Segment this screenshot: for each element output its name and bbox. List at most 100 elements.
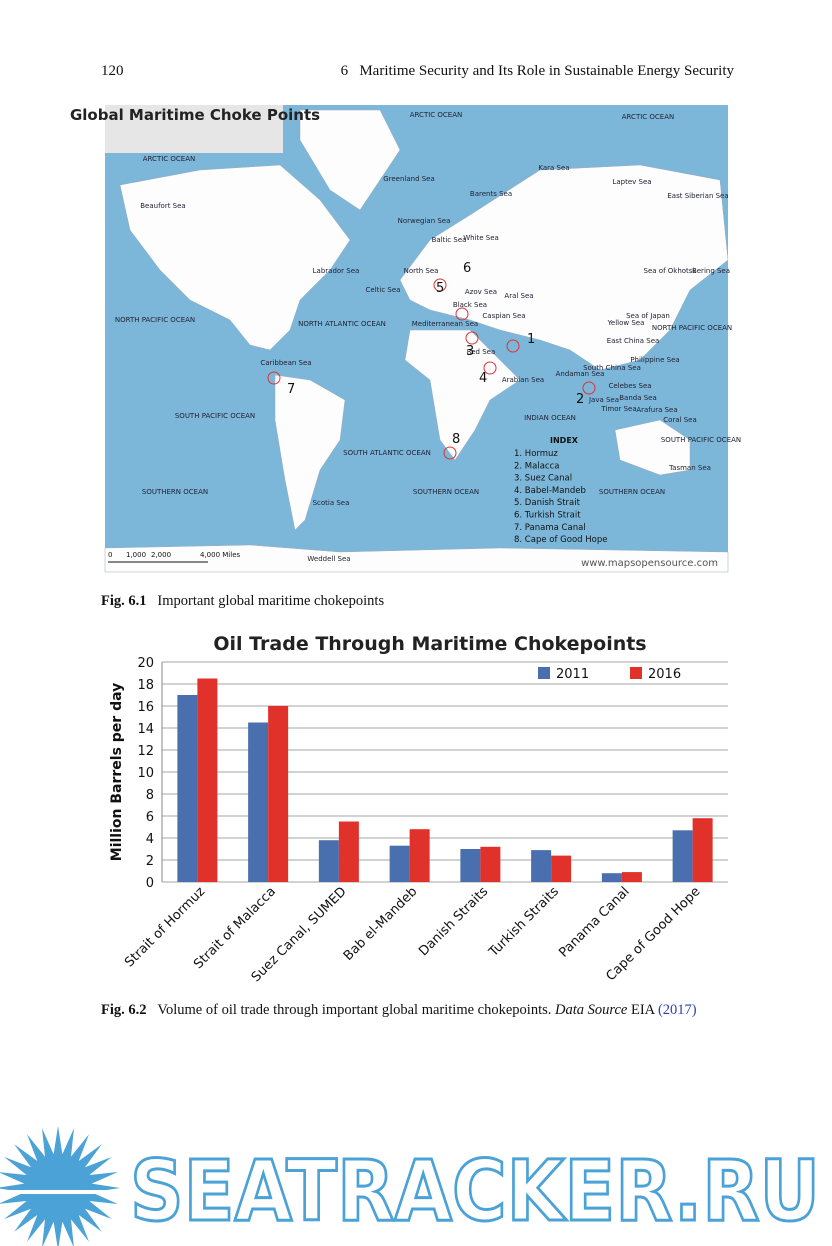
map-label: White Sea: [463, 234, 499, 242]
index-item: 5. Danish Strait: [514, 498, 581, 508]
chokepoint: [443, 446, 457, 460]
map-label: East China Sea: [607, 337, 660, 345]
map-label: Caspian Sea: [482, 312, 525, 320]
caption-source-label: Data Source: [555, 1002, 628, 1018]
scale-label: 4,000 Miles: [200, 551, 241, 559]
map-label: Yellow Sea: [607, 319, 645, 327]
index-item: 4. Babel-Mandeb: [514, 486, 586, 496]
y-tick-label: 20: [137, 656, 154, 671]
index-item: 7. Panama Canal: [514, 523, 586, 533]
legend-label: 2011: [556, 667, 589, 682]
chart: Oil Trade Through Maritime Chokepoints Mi…: [109, 633, 728, 985]
chokepoint: [465, 331, 479, 345]
y-tick-label: 18: [137, 678, 154, 693]
y-tick-label: 10: [137, 766, 154, 781]
map-title-box: [105, 105, 283, 153]
map-label: Arafura Sea: [636, 406, 677, 414]
map-label: NORTH ATLANTIC OCEAN: [298, 320, 386, 328]
chokepoint-number: 8: [452, 432, 460, 447]
x-tick-label: Danish Straits: [416, 884, 491, 959]
map-label: Black Sea: [453, 301, 487, 309]
caption-text: Important global maritime chokepoints: [157, 593, 385, 609]
caption-year: (2017): [657, 1002, 697, 1018]
map-label: Kara Sea: [538, 164, 569, 172]
map-label: Java Sea: [588, 396, 619, 404]
chokepoint-number: 1: [527, 332, 535, 347]
watermark-text: SEATRACKER.RU: [130, 1142, 820, 1240]
index-item: 2. Malacca: [514, 461, 559, 471]
map-label: SOUTHERN OCEAN: [599, 488, 665, 496]
bar: [692, 818, 713, 882]
map-label: SOUTH ATLANTIC OCEAN: [343, 449, 431, 457]
map-label: Scotia Sea: [313, 499, 350, 507]
bar: [460, 849, 481, 882]
watermark-sun: [0, 1126, 125, 1246]
y-tick-label: 2: [146, 854, 154, 869]
bar: [672, 830, 693, 882]
sun-cut: [0, 1190, 125, 1194]
y-tick-label: 4: [146, 832, 154, 847]
bar: [268, 706, 289, 882]
map-label: Arabian Sea: [502, 376, 544, 384]
map-label: ARCTIC OCEAN: [410, 111, 463, 119]
y-axis-label: Million Barrels per day: [109, 683, 125, 861]
scale-label: 1,000: [126, 551, 146, 559]
y-tick-label: 6: [146, 810, 154, 825]
x-tick-label: Panama Canal: [556, 884, 632, 960]
map-label: Labrador Sea: [313, 267, 360, 275]
map-label: Timor Sea: [600, 405, 636, 413]
chokepoint-number: 6: [463, 261, 471, 276]
x-tick-label: Turkish Straits: [486, 884, 563, 961]
y-tick-label: 0: [146, 876, 154, 891]
bar: [409, 829, 430, 882]
map-label: Laptev Sea: [612, 178, 651, 186]
map-label: NORTH PACIFIC OCEAN: [115, 316, 195, 324]
map-label: Mediterranean Sea: [412, 320, 478, 328]
map-label: ARCTIC OCEAN: [622, 113, 675, 121]
y-tick-label: 8: [146, 788, 154, 803]
map-label: Celebes Sea: [608, 382, 651, 390]
running-title: 6 Maritime Security and Its Role in Sust…: [340, 63, 734, 79]
map-label: SOUTHERN OCEAN: [142, 488, 208, 496]
map-label: Andaman Sea: [556, 370, 605, 378]
map-label: East Siberian Sea: [667, 192, 728, 200]
map-label: ARCTIC OCEAN: [143, 155, 196, 163]
bar: [318, 840, 339, 882]
bar: [621, 872, 642, 882]
bar: [248, 722, 269, 882]
map-label: Beaufort Sea: [140, 202, 185, 210]
y-tick-label: 12: [137, 744, 154, 759]
figure-caption: Fig. 6.2 Volume of oil trade through imp…: [101, 1001, 733, 1020]
chokepoint: [433, 278, 447, 292]
map-label: SOUTHERN OCEAN: [413, 488, 479, 496]
chokepoint: [267, 371, 281, 385]
page-number: 120: [101, 63, 124, 79]
chokepoint: [483, 361, 497, 375]
chokepoint-number: 5: [436, 281, 444, 296]
index-item: 8. Cape of Good Hope: [514, 535, 607, 545]
index-item: 1. Hormuz: [514, 449, 558, 459]
map-label: Norwegian Sea: [398, 217, 451, 225]
map-label: Caribbean Sea: [260, 359, 311, 367]
chart-title: Oil Trade Through Maritime Chokepoints: [213, 633, 646, 655]
map-label: Aral Sea: [504, 292, 533, 300]
bar: [601, 873, 622, 882]
chokepoint-number: 3: [466, 344, 474, 359]
index-item: 6. Turkish Strait: [514, 511, 581, 521]
map-label: SOUTH PACIFIC OCEAN: [175, 412, 255, 420]
scale-label: 0: [108, 551, 112, 559]
chokepoint-number: 2: [576, 392, 584, 407]
y-tick-label: 16: [137, 700, 154, 715]
caption-source: EIA: [630, 1002, 655, 1018]
map-label: Barents Sea: [470, 190, 512, 198]
chokepoint: [506, 339, 520, 353]
x-tick-label: Bab el-Mandeb: [341, 884, 421, 964]
bar: [551, 855, 572, 882]
map-label: Sea of Okhotsk: [644, 267, 698, 275]
bar: [531, 850, 552, 882]
chokepoint-number: 7: [287, 382, 295, 397]
caption-text: Volume of oil trade through important gl…: [157, 1002, 552, 1018]
map-label: Greenland Sea: [383, 175, 435, 183]
map-label: Sea of Japan: [626, 312, 670, 320]
caption-label: Fig. 6.1: [101, 593, 147, 609]
